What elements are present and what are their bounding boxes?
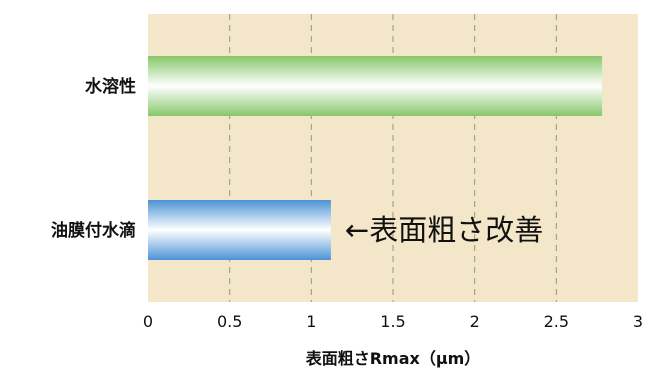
x-tick-label: 2 — [470, 312, 480, 331]
x-tick-label: 2.5 — [544, 312, 569, 331]
x-axis-label: 表面粗さRmax（μm） — [305, 349, 481, 368]
x-tick-label: 1 — [306, 312, 316, 331]
x-tick-label: 1.5 — [380, 312, 405, 331]
bars — [148, 56, 603, 260]
x-tick-label: 0.5 — [217, 312, 242, 331]
x-tick-label: 3 — [633, 312, 643, 331]
category-label: 水溶性 — [85, 76, 136, 97]
annotation-text: ←表面粗さ改善 — [345, 213, 543, 247]
x-tick-labels: 0 0.5 1 1.5 2 2.5 3 — [143, 312, 643, 331]
bar-2 — [148, 200, 331, 260]
bar-1 — [148, 56, 603, 116]
category-label: 油膜付水滴 — [51, 220, 136, 241]
x-tick-label: 0 — [143, 312, 153, 331]
